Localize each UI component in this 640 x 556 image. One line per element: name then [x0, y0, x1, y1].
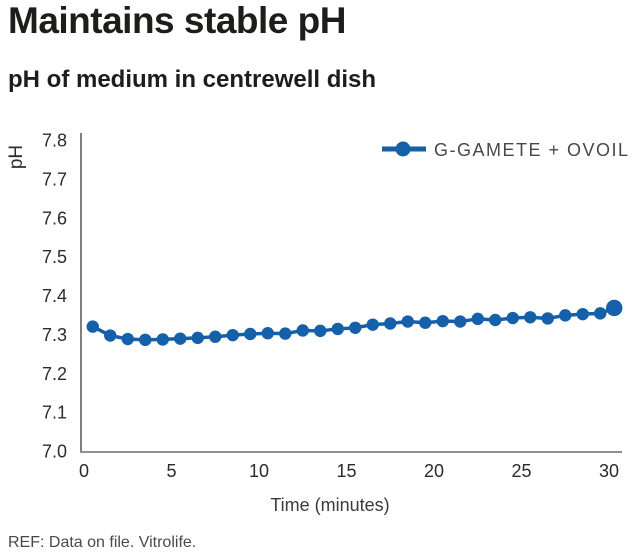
legend-marker-icon [395, 141, 411, 157]
x-tick-label: 15 [336, 461, 356, 481]
x-tick-labels: 0 5 10 15 20 25 30 [79, 461, 619, 481]
x-axis-title: Time (minutes) [270, 495, 389, 515]
y-tick-label: 7.5 [42, 247, 67, 267]
data-point-marker [174, 332, 187, 345]
y-tick-labels: 7.0 7.1 7.2 7.3 7.4 7.5 7.6 7.7 7.8 [42, 131, 67, 462]
data-point-marker [121, 332, 134, 346]
legend: G-GAMETE + OVOIL [382, 140, 630, 160]
data-point-marker [401, 315, 414, 328]
reference-note: REF: Data on file. Vitrolife. [8, 534, 197, 551]
page-title: Maintains stable pH [8, 0, 346, 41]
data-point-marker [314, 324, 327, 338]
data-point-marker [349, 321, 362, 334]
data-point-marker [594, 307, 607, 320]
y-tick-label: 7.3 [42, 325, 67, 345]
data-point-marker [576, 307, 589, 321]
x-tick-label: 30 [599, 461, 619, 481]
data-point-marker [384, 317, 397, 330]
data-point-marker [191, 331, 204, 345]
y-tick-label: 7.6 [42, 208, 67, 228]
data-point-marker [489, 313, 502, 327]
data-point-marker [209, 330, 222, 343]
x-tick-label: 25 [511, 461, 531, 481]
data-point-marker [139, 333, 152, 347]
data-point-marker [244, 327, 257, 341]
y-tick-label: 7.0 [42, 442, 67, 462]
data-point-marker [331, 322, 344, 336]
x-tick-label: 0 [79, 461, 89, 481]
data-point-marker [279, 327, 292, 340]
data-point-marker [261, 327, 274, 340]
data-point-marker [559, 309, 572, 322]
data-series [86, 299, 623, 347]
y-tick-label: 7.4 [42, 286, 67, 306]
data-point-marker [506, 311, 519, 325]
page-subtitle: pH of medium in centrewell dish [8, 66, 377, 93]
data-point-marker [104, 329, 117, 342]
y-tick-label: 7.2 [42, 364, 67, 384]
y-tick-label: 7.7 [42, 169, 67, 189]
data-point-marker [156, 333, 169, 346]
data-point-marker [366, 318, 379, 331]
data-point-marker [436, 314, 449, 328]
x-tick-label: 5 [166, 461, 176, 481]
data-point-marker [419, 316, 432, 329]
x-tick-label: 10 [249, 461, 269, 481]
y-tick-label: 7.8 [42, 131, 67, 151]
data-point-marker [86, 320, 99, 333]
y-tick-label: 7.1 [42, 403, 67, 423]
data-point-marker [226, 328, 239, 342]
y-axis-title: pH [6, 145, 27, 169]
legend-label: G-GAMETE + OVOIL [434, 140, 630, 160]
data-point-marker [296, 324, 309, 337]
data-point-marker [541, 312, 554, 325]
data-point-marker [454, 315, 467, 328]
data-point-marker [524, 311, 537, 324]
data-point-marker [606, 299, 623, 317]
x-tick-label: 20 [424, 461, 444, 481]
data-point-marker [471, 312, 484, 326]
